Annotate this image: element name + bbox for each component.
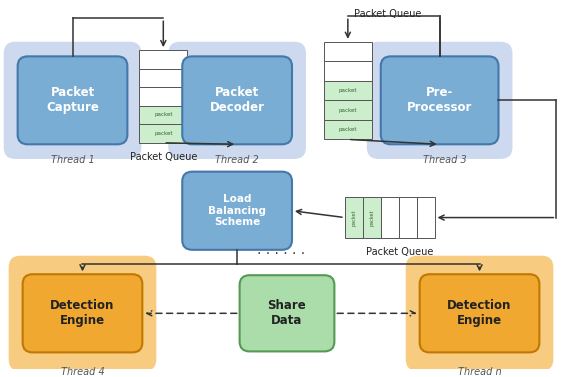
Bar [139,87,187,106]
FancyBboxPatch shape [18,57,127,144]
Bar [381,197,399,238]
Bar [363,197,381,238]
FancyBboxPatch shape [182,172,292,250]
Text: packet: packet [339,127,357,132]
FancyBboxPatch shape [23,274,142,352]
Text: packet: packet [339,107,357,113]
FancyBboxPatch shape [182,57,292,144]
Bar [139,106,187,124]
FancyBboxPatch shape [9,256,156,371]
Text: Packet Queue: Packet Queue [354,9,421,19]
FancyBboxPatch shape [367,42,512,159]
Text: Pre-
Processor: Pre- Processor [407,86,472,114]
Text: packet: packet [351,209,356,226]
Text: Packet Queue: Packet Queue [129,152,197,161]
Bar [139,69,187,87]
Bar [324,61,372,81]
FancyBboxPatch shape [240,275,335,351]
Text: packet: packet [154,112,172,118]
Text: Detection
Engine: Detection Engine [50,299,115,327]
Bar [139,124,187,143]
Text: Packet Queue: Packet Queue [366,247,433,257]
Text: Thread 2: Thread 2 [215,155,259,165]
Text: · · · · · ·: · · · · · · [257,247,305,261]
FancyBboxPatch shape [3,42,142,159]
Bar [324,100,372,120]
Text: packet: packet [154,131,172,136]
FancyBboxPatch shape [168,42,306,159]
Text: packet: packet [369,209,374,226]
Bar [399,197,417,238]
Bar [139,50,187,69]
FancyBboxPatch shape [419,274,539,352]
Text: Detection
Engine: Detection Engine [448,299,512,327]
FancyBboxPatch shape [406,256,554,371]
Text: Thread 1: Thread 1 [50,155,95,165]
Text: Thread n: Thread n [458,367,501,377]
Text: Load
Balancing
Scheme: Load Balancing Scheme [208,194,266,227]
Bar [324,81,372,100]
Text: Thread 3: Thread 3 [423,155,466,165]
Bar [324,42,372,61]
Text: Thread 4: Thread 4 [61,367,104,377]
Bar [345,197,363,238]
Text: Packet
Capture: Packet Capture [46,86,99,114]
Text: packet: packet [339,88,357,93]
Bar [417,197,435,238]
FancyBboxPatch shape [381,57,499,144]
Text: Packet
Decoder: Packet Decoder [210,86,265,114]
Bar [324,120,372,139]
Text: Share
Data: Share Data [268,299,307,327]
